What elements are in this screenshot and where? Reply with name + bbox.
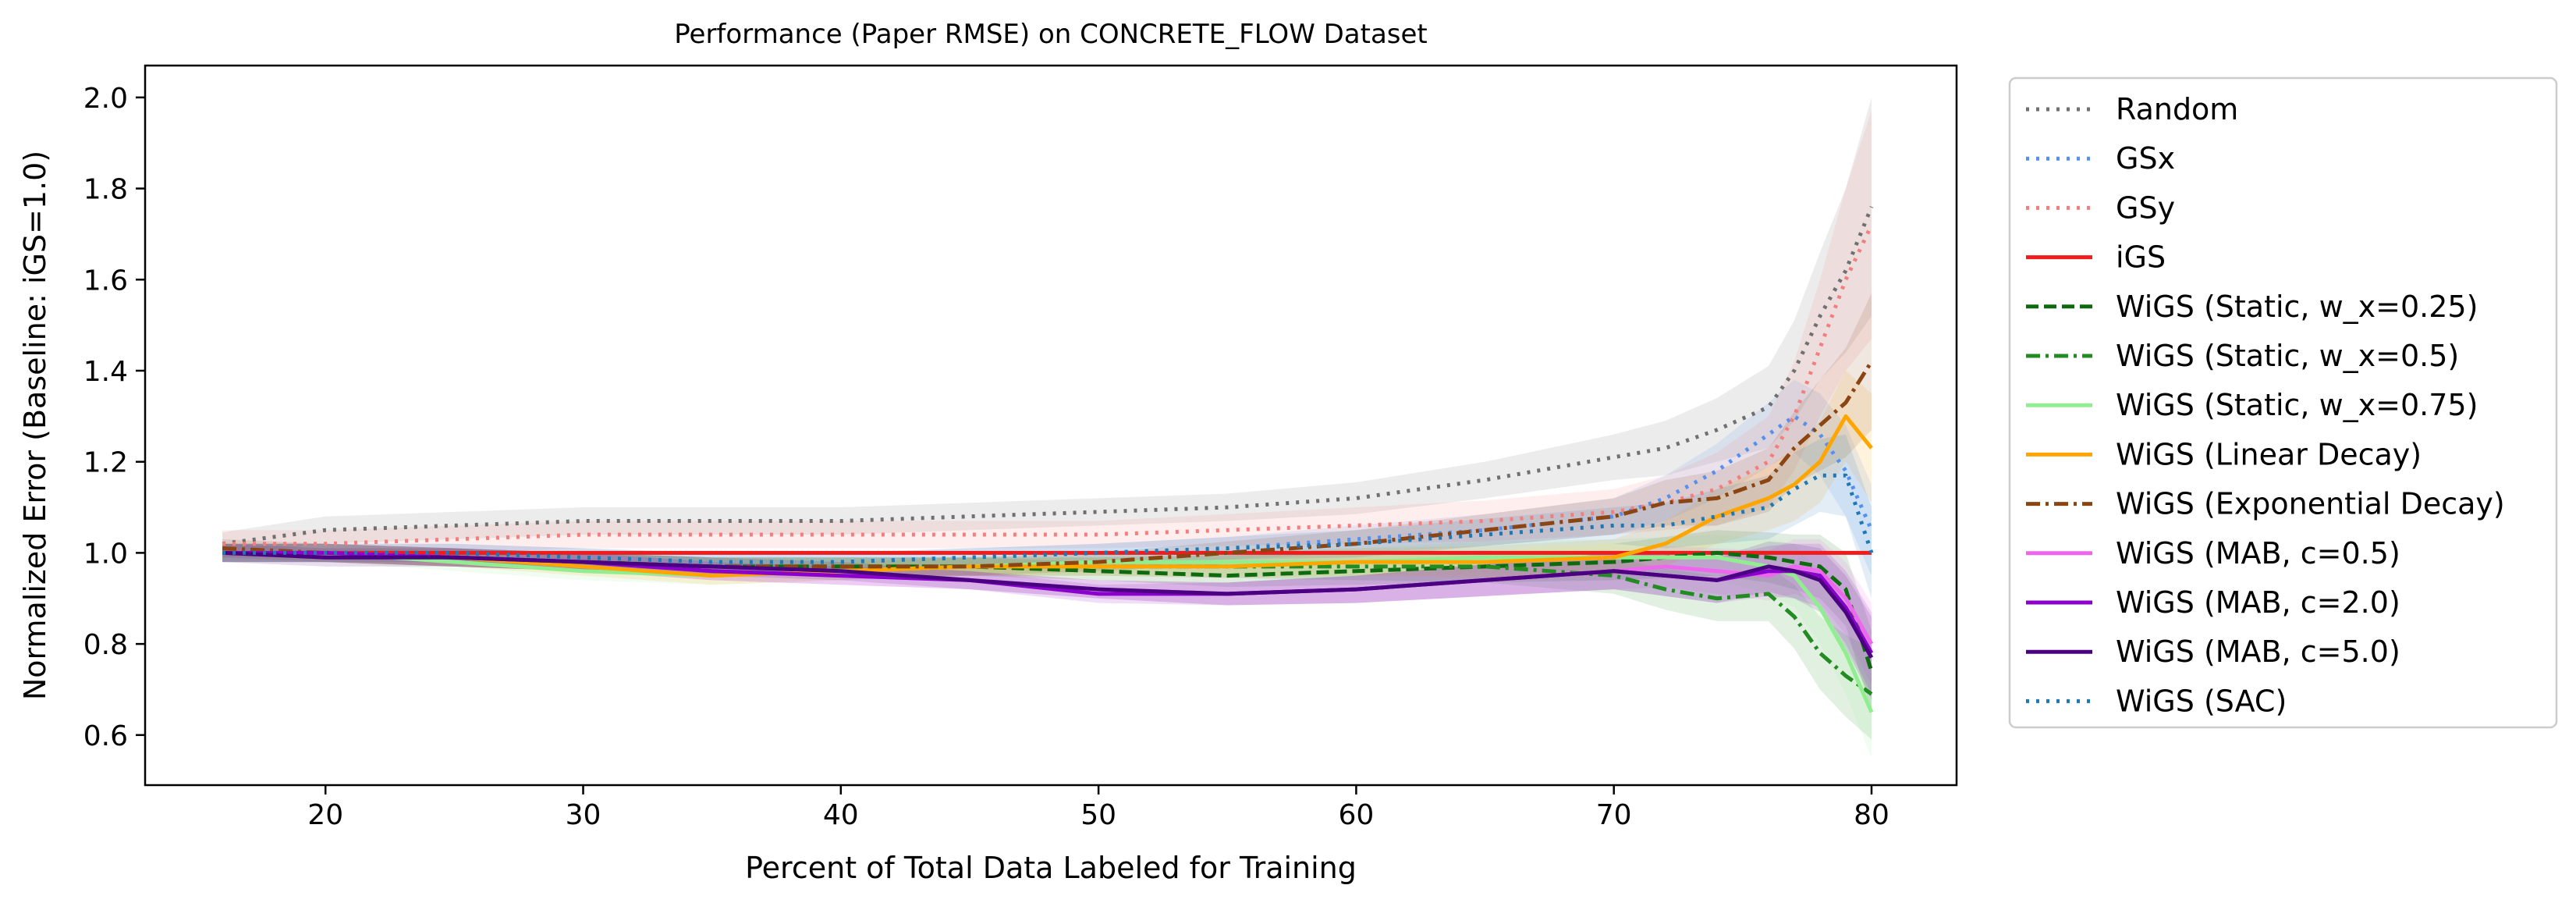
y-tick-label: 0.8 [83, 629, 128, 661]
y-tick-label: 1.0 [83, 538, 128, 570]
plot-area-frame [144, 64, 1958, 787]
legend-label-wigs-static-w-x-0-5: WiGS (Static, w_x=0.5) [2116, 339, 2459, 373]
line-wigs-static-w-x-0-5 [222, 550, 1873, 696]
x-tick-label: 20 [307, 799, 343, 831]
legend-label-gsy: GSy [2116, 190, 2175, 225]
legend: Random GSx GSy iGS WiGS (Static, w_x=0.25) Wi… [2026, 92, 2505, 718]
chart-title: Performance (Paper RMSE) on CONCRETE_FLO… [674, 19, 1428, 50]
y-tick-label: 0.6 [83, 720, 128, 752]
band-wigs-linear-decay [222, 370, 1872, 585]
band-wigs-static-w-x-0-25 [222, 530, 1872, 713]
legend-label-wigs-linear-decay: WiGS (Linear Decay) [2116, 437, 2422, 471]
line-random [222, 205, 1874, 546]
band-wigs-mab-c-0-5 [222, 539, 1872, 685]
legend-label-wigs-exponential-decay: WiGS (Exponential Decay) [2116, 487, 2505, 521]
legend-label-wigs-static-w-x-0-25: WiGS (Static, w_x=0.25) [2116, 290, 2478, 324]
y-tick-label: 2.0 [83, 83, 128, 115]
x-axis-ticks: 20 30 40 50 60 70 80 [307, 785, 1889, 831]
legend-box [2008, 76, 2558, 729]
legend-label-random: Random [2116, 92, 2238, 126]
x-tick-label: 70 [1596, 799, 1632, 831]
legend-label-wigs-static-w-x-0-75: WiGS (Static, w_x=0.75) [2116, 388, 2478, 422]
band-gsx [222, 379, 1872, 576]
legend-label-wigs-mab-c-5-0: WiGS (MAB, c=5.0) [2116, 635, 2400, 669]
band-gsy [222, 111, 1872, 558]
y-tick-label: 1.8 [83, 174, 128, 206]
y-tick-label: 1.4 [83, 356, 128, 388]
x-axis-label: Percent of Total Data Labeled for Traini… [745, 851, 1357, 885]
legend-label-wigs-mab-c-0-5: WiGS (MAB, c=0.5) [2116, 536, 2400, 571]
band-wigs-sac [222, 434, 1872, 599]
x-tick-label: 30 [566, 799, 601, 831]
y-tick-label: 1.2 [83, 447, 128, 479]
band-wigs-exponential-decay [222, 293, 1872, 576]
legend-label-igs: iGS [2116, 240, 2166, 275]
line-wigs-mab-c-5-0 [222, 550, 1874, 659]
line-wigs-exponential-decay [222, 360, 1874, 569]
x-tick-label: 50 [1080, 799, 1116, 831]
legend-label-wigs-mab-c-2-0: WiGS (MAB, c=2.0) [2116, 585, 2400, 620]
band-wigs-static-w-x-0-5 [222, 543, 1872, 740]
x-tick-label: 80 [1854, 799, 1889, 831]
legend-label-wigs-sac: WiGS (SAC) [2116, 684, 2287, 718]
confidence-bands [222, 97, 1872, 758]
y-axis-label: Normalized Error (Baseline: iGS=1.0) [18, 151, 52, 700]
series-lines [222, 205, 1874, 713]
x-tick-label: 40 [823, 799, 859, 831]
legend-label-gsx: GSx [2116, 141, 2175, 176]
line-wigs-linear-decay [222, 414, 1873, 578]
y-axis-ticks: 0.6 0.8 1.0 1.2 1.4 1.6 1.8 2.0 [83, 83, 145, 752]
x-tick-label: 60 [1338, 799, 1374, 831]
y-tick-label: 1.6 [83, 265, 128, 297]
